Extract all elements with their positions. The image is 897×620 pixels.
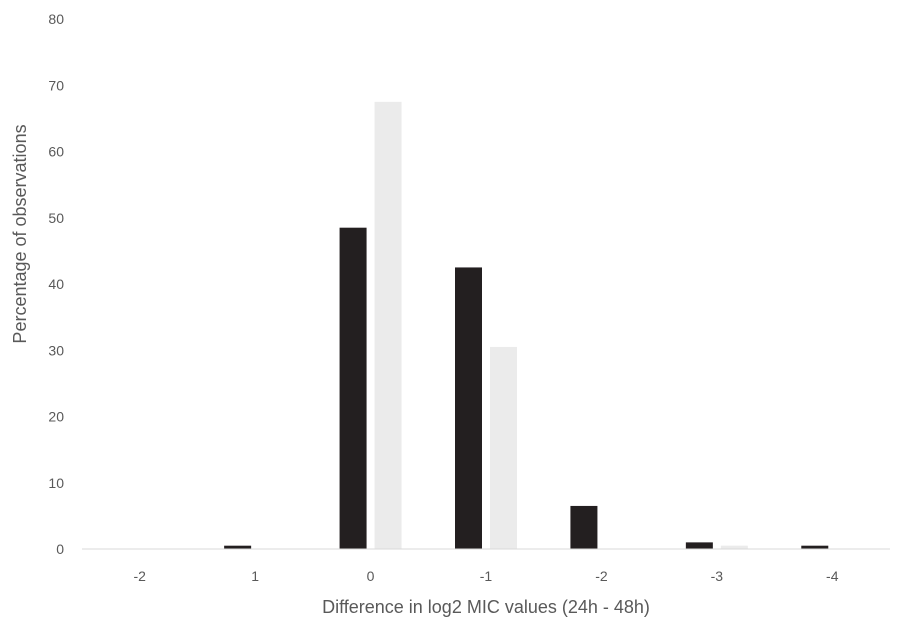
x-axis-title: Difference in log2 MIC values (24h - 48h… bbox=[322, 597, 650, 617]
x-tick-label: -4 bbox=[826, 568, 839, 584]
y-tick-label: 30 bbox=[48, 342, 64, 358]
bar bbox=[570, 505, 598, 549]
y-tick-label: 60 bbox=[48, 144, 64, 160]
x-tick-label: 0 bbox=[367, 568, 375, 584]
y-tick-label: 50 bbox=[48, 210, 64, 226]
y-axis-title: Percentage of observations bbox=[10, 124, 30, 343]
bar bbox=[801, 545, 829, 549]
bars bbox=[224, 101, 829, 549]
y-tick-label: 0 bbox=[56, 541, 64, 557]
x-tick-label: -2 bbox=[595, 568, 608, 584]
y-axis-ticks: 0 10 20 30 40 50 60 70 80 bbox=[48, 11, 64, 557]
bar bbox=[455, 267, 482, 549]
x-axis-ticks: -2 1 0 -1 -2 -3 -4 bbox=[133, 568, 838, 584]
y-tick-label: 40 bbox=[48, 276, 64, 292]
y-tick-label: 70 bbox=[48, 77, 64, 93]
x-tick-label: -2 bbox=[133, 568, 146, 584]
x-tick-label: -1 bbox=[480, 568, 493, 584]
bar bbox=[374, 101, 402, 549]
bar bbox=[685, 542, 713, 549]
bar bbox=[224, 545, 252, 549]
x-tick-label: 1 bbox=[251, 568, 259, 584]
y-tick-label: 80 bbox=[48, 11, 64, 27]
y-tick-label: 10 bbox=[48, 475, 64, 491]
y-tick-label: 20 bbox=[48, 409, 64, 425]
x-tick-label: -3 bbox=[711, 568, 724, 584]
bar bbox=[490, 346, 517, 549]
bar bbox=[720, 545, 748, 549]
bar bbox=[339, 227, 367, 549]
